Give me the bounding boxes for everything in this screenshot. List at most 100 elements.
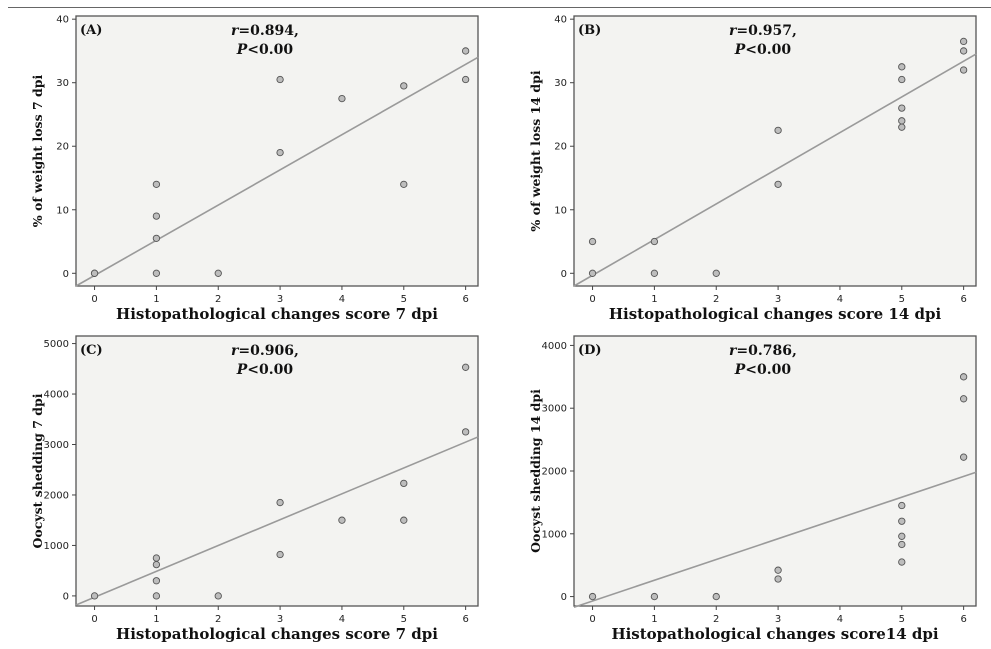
r-value: =0.894, (238, 23, 298, 39)
chart-svg: 0 1000 2000 3000 4000 5000 0 1 2 3 4 5 6 (C) r=0.906, P… (30, 335, 479, 643)
x-tick-label: 1 (651, 294, 657, 305)
y-tick-label: 4000 (542, 341, 567, 352)
data-point (152, 212, 161, 220)
data-point (650, 592, 659, 601)
data-point (650, 237, 659, 246)
data-point (276, 498, 284, 507)
data-point (276, 75, 284, 84)
y-tick-label: 1000 (542, 529, 567, 540)
panel-label: (A) (80, 23, 102, 38)
r-symbol: r (729, 23, 738, 39)
r-value: =0.906, (238, 343, 298, 359)
y-tick-label: 2000 (542, 467, 567, 478)
x-tick-label: 0 (589, 614, 595, 625)
x-axis-label: Histopathological changes score14 dpi (611, 625, 938, 643)
data-point (774, 126, 782, 135)
y-tick-label: 2000 (44, 490, 69, 501)
chart-svg: 0 10 20 30 40 0 1 2 3 4 5 6 (B) r=0.957, P<0.00 Histopa… (528, 15, 977, 323)
y-axis-label: Oocyst shedding 14 dpi (528, 389, 543, 553)
y-tick-label: 0 (561, 592, 567, 603)
x-tick-label: 4 (339, 294, 345, 305)
x-tick-label: 6 (960, 614, 966, 625)
data-point (276, 148, 284, 157)
data-point (898, 540, 906, 549)
data-point (338, 94, 346, 103)
x-tick-label: 5 (401, 294, 407, 305)
data-point (898, 558, 906, 566)
p-symbol: P (236, 362, 248, 378)
data-point (650, 269, 659, 277)
data-point (588, 269, 597, 277)
y-tick-label: 0 (561, 269, 567, 280)
data-point (152, 592, 161, 600)
x-tick-label: 0 (589, 294, 595, 305)
plot-area (573, 15, 977, 287)
data-point (90, 269, 99, 277)
data-point (898, 532, 906, 540)
x-tick-label: 2 (215, 614, 221, 625)
x-tick-label: 2 (215, 294, 221, 305)
chart-panel-a: 0 10 20 30 40 0 1 2 3 4 5 6 (A) r=0.894, P<0.00 Histopa… (8, 10, 488, 328)
y-tick-label: 10 (554, 205, 567, 216)
r-symbol: r (231, 343, 240, 359)
y-tick-label: 4000 (44, 390, 69, 401)
r-symbol: r (729, 343, 738, 359)
data-point (959, 373, 968, 381)
p-annotation: P<0.00 (236, 362, 294, 378)
x-axis-label: Histopathological changes score 14 dpi (609, 305, 942, 323)
y-tick-label: 0 (63, 269, 69, 280)
correlation-annotation: r=0.906, (231, 343, 299, 359)
data-point (712, 592, 720, 601)
x-tick-label: 0 (91, 294, 97, 305)
p-value: <0.00 (247, 42, 293, 58)
data-point (152, 577, 161, 585)
data-point (152, 560, 161, 569)
p-annotation: P<0.00 (734, 42, 792, 58)
data-point (898, 501, 906, 510)
x-tick-label: 2 (713, 294, 719, 305)
x-tick-label: 3 (277, 614, 283, 625)
data-point (461, 75, 470, 84)
data-point (898, 117, 906, 125)
regression-line (75, 436, 479, 606)
x-axis-label: Histopathological changes score 7 dpi (116, 625, 438, 643)
data-point (214, 592, 222, 600)
regression-line (75, 56, 479, 287)
y-axis-label: % of weight loss 14 dpi (528, 70, 543, 231)
correlation-annotation: r=0.957, (729, 23, 797, 39)
data-point (338, 516, 346, 524)
y-tick-label: 3000 (44, 440, 69, 451)
data-point (152, 269, 161, 277)
y-axis-label: % of weight loss 7 dpi (30, 75, 45, 228)
data-point (712, 269, 720, 277)
p-annotation: P<0.00 (236, 42, 294, 58)
panel-label: (B) (578, 23, 601, 38)
p-value: <0.00 (745, 362, 791, 378)
correlation-annotation: r=0.894, (231, 23, 299, 39)
x-tick-label: 2 (713, 614, 719, 625)
chart-panel-b: 0 10 20 30 40 0 1 2 3 4 5 6 (B) r=0.957, P<0.00 Histopa… (506, 10, 986, 328)
data-point (898, 123, 906, 131)
data-point (400, 516, 408, 524)
x-tick-label: 4 (837, 294, 843, 305)
x-tick-label: 6 (462, 614, 468, 625)
x-tick-label: 5 (899, 614, 905, 625)
p-value: <0.00 (247, 362, 293, 378)
x-tick-label: 3 (775, 614, 781, 625)
chart-panel-d: 0 1000 2000 3000 4000 0 1 2 3 4 5 6 (D) r=0.786, P<0.0… (506, 330, 986, 648)
data-point (898, 104, 906, 112)
data-point (898, 63, 906, 71)
y-tick-label: 3000 (542, 404, 567, 415)
data-point (461, 428, 470, 436)
data-point (400, 180, 408, 189)
y-tick-label: 20 (56, 142, 69, 153)
x-tick-label: 5 (401, 614, 407, 625)
p-symbol: P (236, 42, 248, 58)
data-point (400, 82, 408, 90)
regression-line (573, 53, 977, 287)
data-point (898, 75, 906, 84)
y-tick-label: 1000 (44, 541, 69, 552)
correlation-annotation: r=0.786, (729, 343, 797, 359)
x-tick-label: 6 (960, 294, 966, 305)
y-tick-label: 10 (56, 205, 69, 216)
